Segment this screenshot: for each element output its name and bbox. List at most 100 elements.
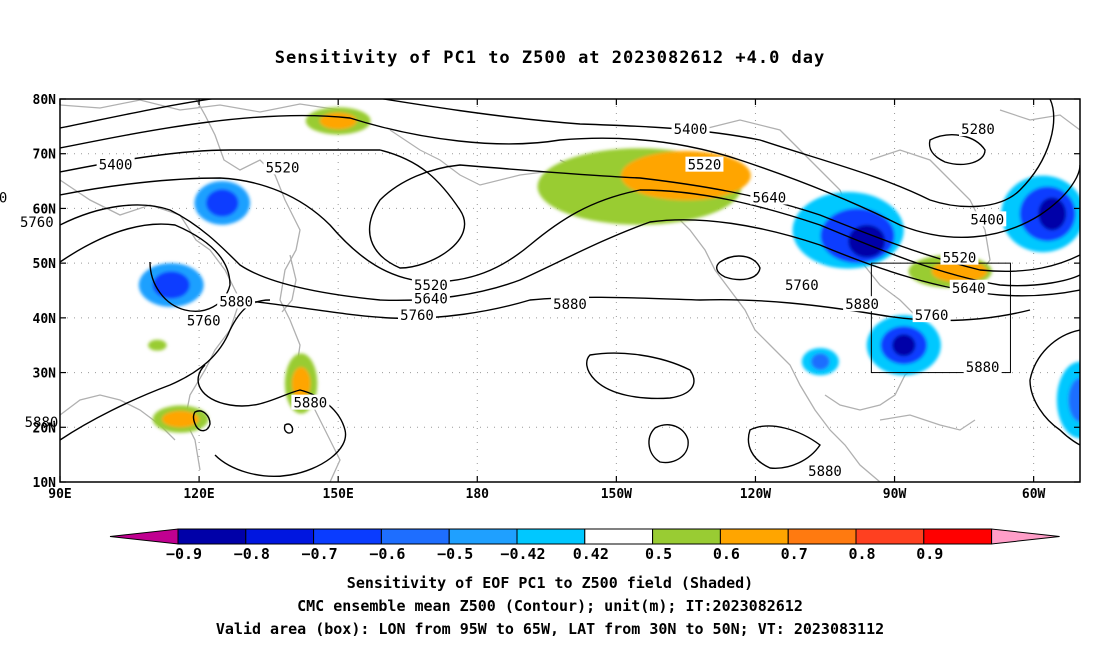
caption-valid-area: Valid area (box): LON from 95W to 65W, L… bbox=[215, 620, 885, 638]
contour-label-bg bbox=[22, 413, 61, 429]
colorbar-label: 0.6 bbox=[713, 545, 740, 563]
y-tick-label: 50N bbox=[33, 257, 57, 272]
colorbar-label: −0.5 bbox=[437, 545, 473, 563]
contour-label: 5880 bbox=[845, 297, 879, 313]
colorbar-label: 0.8 bbox=[848, 545, 875, 563]
contour-label-bg bbox=[782, 277, 821, 293]
contour-label-bg bbox=[217, 293, 256, 309]
colorbar-cell bbox=[516, 528, 586, 545]
caption-contour: CMC ensemble mean Z500 (Contour); unit(m… bbox=[297, 597, 803, 615]
contour-label-bg bbox=[949, 279, 988, 295]
contour-label-bg bbox=[750, 189, 789, 205]
colorbar-label: 0.7 bbox=[781, 545, 808, 563]
axis-ticks: 90E 120E 150E 180 150W 120W 90W 60W 80N 70N 60N 50N… bbox=[33, 93, 1080, 502]
caption-shading: Sensitivity of EOF PC1 to Z500 field (Sh… bbox=[346, 574, 754, 592]
y-tick-label: 10N bbox=[33, 476, 57, 491]
colorbar-cell bbox=[923, 528, 993, 545]
x-tick-label: 90W bbox=[883, 487, 907, 502]
sensitivity-patch bbox=[931, 260, 988, 283]
colorbar-cell bbox=[313, 528, 382, 545]
colorbar-label: 0.42 bbox=[573, 545, 609, 563]
contour-label: 5760 bbox=[400, 308, 434, 324]
contour-label: 5640 bbox=[753, 190, 787, 206]
contour-label: 5760 bbox=[20, 215, 54, 231]
contour-label: 5880 bbox=[294, 396, 328, 412]
contour-label-bg bbox=[184, 312, 223, 328]
x-tick-label: 180 bbox=[466, 487, 490, 502]
y-tick-label: 40N bbox=[33, 312, 57, 327]
y-tick-label: 70N bbox=[33, 148, 57, 163]
contour-label: 5880 bbox=[808, 464, 842, 480]
colorbar-high-extend bbox=[991, 528, 1060, 545]
x-tick-label: 120E bbox=[183, 487, 214, 502]
colorbar-cell bbox=[652, 528, 721, 545]
contour-label: 5760 bbox=[785, 278, 819, 294]
colorbar-cell bbox=[584, 528, 654, 545]
x-tick-label: 150E bbox=[323, 487, 354, 502]
contour-labels: 5400528054005520552056405640576054005520… bbox=[0, 121, 1007, 480]
sensitivity-patch bbox=[319, 112, 357, 130]
sensitivity-patch bbox=[811, 353, 830, 370]
y-tick-label: 60N bbox=[33, 202, 57, 217]
colorbar-cell bbox=[448, 528, 518, 545]
contour-label: 5400 bbox=[674, 122, 708, 138]
contour-label-bg bbox=[671, 121, 710, 137]
contour-label-bg bbox=[968, 211, 1007, 227]
colorbar-low-extend bbox=[109, 528, 179, 545]
contour-label-bg bbox=[291, 394, 330, 410]
contour-label-bg bbox=[685, 156, 724, 172]
sensitivity-patch bbox=[148, 339, 167, 351]
sensitivity-patch bbox=[892, 334, 916, 357]
contour-label: 5640 bbox=[0, 190, 7, 206]
y-tick-label: 80N bbox=[33, 93, 57, 108]
sensitivity-patch bbox=[206, 189, 239, 217]
contour-label-bg bbox=[0, 189, 10, 205]
sensitivity-patch bbox=[162, 410, 200, 428]
colorbar-label: 0.5 bbox=[645, 545, 672, 563]
contour-label: 5520 bbox=[266, 160, 300, 176]
contour-label-bg bbox=[96, 156, 135, 172]
contour-label: 5760 bbox=[915, 308, 949, 324]
y-tick-label: 30N bbox=[33, 367, 57, 382]
contour-label: 5880 bbox=[966, 360, 1000, 376]
contour-label: 5520 bbox=[688, 158, 722, 174]
colorbar-label: −0.42 bbox=[500, 545, 545, 563]
contour-label: 5520 bbox=[943, 251, 977, 267]
plot-frame bbox=[59, 98, 1081, 483]
colorbar-cell bbox=[380, 528, 450, 545]
sensitivity-patch bbox=[1068, 378, 1080, 422]
colorbar: −0.9 −0.8 −0.7 −0.6 −0.5 −0.42 0.42 0.5 0.6 0.7 0.… bbox=[109, 528, 1060, 563]
sensitivity-patch bbox=[848, 224, 886, 258]
contour-label-bg bbox=[17, 214, 56, 230]
coastlines bbox=[60, 99, 1080, 482]
lat-lon-gridlines bbox=[60, 99, 1080, 482]
x-tick-label: 150W bbox=[601, 487, 632, 502]
contour-label-bg bbox=[806, 463, 844, 479]
contour-label-bg bbox=[940, 249, 979, 265]
contour-label-bg bbox=[912, 307, 951, 323]
sensitivity-shading bbox=[138, 107, 1080, 439]
colorbar-label: 0.9 bbox=[916, 545, 943, 563]
contour-label-bg bbox=[411, 290, 450, 306]
x-tick-label: 60W bbox=[1022, 487, 1046, 502]
contour-label: 5880 bbox=[25, 415, 59, 431]
contour-label-bg bbox=[263, 159, 302, 175]
contour-label: 5520 bbox=[414, 278, 448, 294]
contour-label: 5880 bbox=[219, 294, 253, 310]
contour-label: 5760 bbox=[187, 314, 221, 330]
colorbar-label: −0.6 bbox=[369, 545, 405, 563]
x-tick-label: 120W bbox=[740, 487, 771, 502]
colorbar-cell bbox=[245, 528, 315, 545]
colorbar-cell bbox=[787, 528, 857, 545]
contour-label-bg bbox=[551, 296, 589, 312]
colorbar-cell bbox=[177, 528, 247, 545]
colorbar-label: −0.7 bbox=[302, 545, 338, 563]
contour-label-bg bbox=[843, 296, 882, 312]
contour-label: 5880 bbox=[553, 297, 587, 313]
sensitivity-patch bbox=[1038, 197, 1067, 231]
contour-label-bg bbox=[398, 307, 436, 323]
contour-label-bg bbox=[411, 277, 450, 293]
colorbar-cell bbox=[855, 528, 925, 545]
sensitivity-patch bbox=[152, 271, 190, 299]
